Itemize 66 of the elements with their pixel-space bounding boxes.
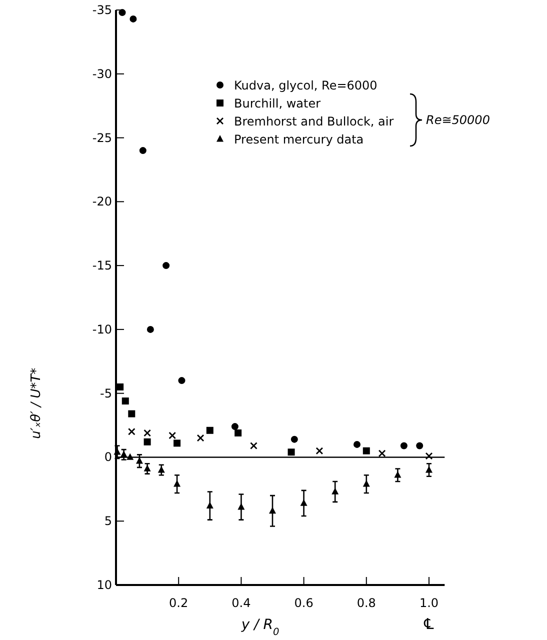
point	[400, 442, 408, 450]
y-tick-label: -35	[92, 3, 112, 17]
y-axis-title: u′ₓθ′ / U*T*	[29, 367, 44, 439]
x-tick-label: 1.0	[419, 596, 439, 610]
x-tick-label: 0.8	[356, 596, 376, 610]
x-tick-label: 0.6	[294, 596, 314, 610]
y-tick-label: -30	[92, 66, 112, 81]
point	[269, 506, 276, 514]
y-tick-label: -25	[92, 130, 112, 145]
point	[425, 452, 433, 460]
point	[196, 434, 204, 442]
legend-label: Present mercury data	[234, 132, 364, 146]
point	[122, 398, 129, 404]
point	[158, 466, 165, 473]
point	[126, 453, 134, 460]
point	[116, 383, 124, 390]
point	[144, 464, 151, 472]
y-tick-label: -5	[100, 386, 112, 400]
y-tick-label: -10	[92, 322, 112, 336]
point	[250, 442, 258, 450]
legend-label: Bremhorst and Bullock, air	[234, 114, 394, 128]
point	[118, 9, 126, 16]
legend-label: Kudva, glycol, Re=6000	[234, 78, 378, 92]
point	[178, 377, 186, 384]
point	[300, 499, 308, 506]
point	[238, 503, 245, 510]
y-tick-label: 10	[96, 578, 112, 592]
point	[290, 436, 298, 443]
point	[146, 326, 154, 333]
point	[174, 480, 181, 487]
legend-label: Burchill, water	[234, 96, 321, 110]
point	[128, 428, 136, 436]
point	[394, 471, 402, 478]
point	[128, 410, 136, 418]
point	[234, 429, 242, 436]
point	[416, 442, 424, 450]
point	[139, 147, 146, 154]
text: ℄	[423, 615, 434, 633]
point	[144, 429, 151, 437]
y-tick-label: 0	[104, 450, 112, 464]
point	[206, 502, 214, 508]
point	[144, 438, 151, 446]
y-tick-label: -15	[92, 258, 112, 273]
point	[354, 440, 361, 448]
point	[378, 450, 386, 458]
x-tick-label: 0.2	[169, 596, 188, 610]
point	[426, 466, 432, 473]
y-tick-label: 5	[104, 514, 112, 528]
y-tick-label: -20	[92, 194, 112, 209]
x-axis-title: y / R$_{0}$	[240, 617, 280, 638]
point	[168, 432, 176, 440]
point	[316, 447, 324, 455]
point	[174, 440, 181, 447]
point	[130, 15, 137, 22]
point	[288, 448, 295, 456]
point	[332, 488, 339, 494]
point	[362, 480, 370, 487]
point	[162, 262, 170, 270]
point	[206, 426, 214, 434]
point	[362, 447, 370, 454]
annotation: Re≅50000	[426, 113, 490, 127]
point	[120, 450, 128, 458]
point	[136, 457, 143, 464]
point	[231, 423, 238, 430]
x-tick-label: 0.4	[232, 596, 251, 610]
point	[114, 448, 121, 455]
